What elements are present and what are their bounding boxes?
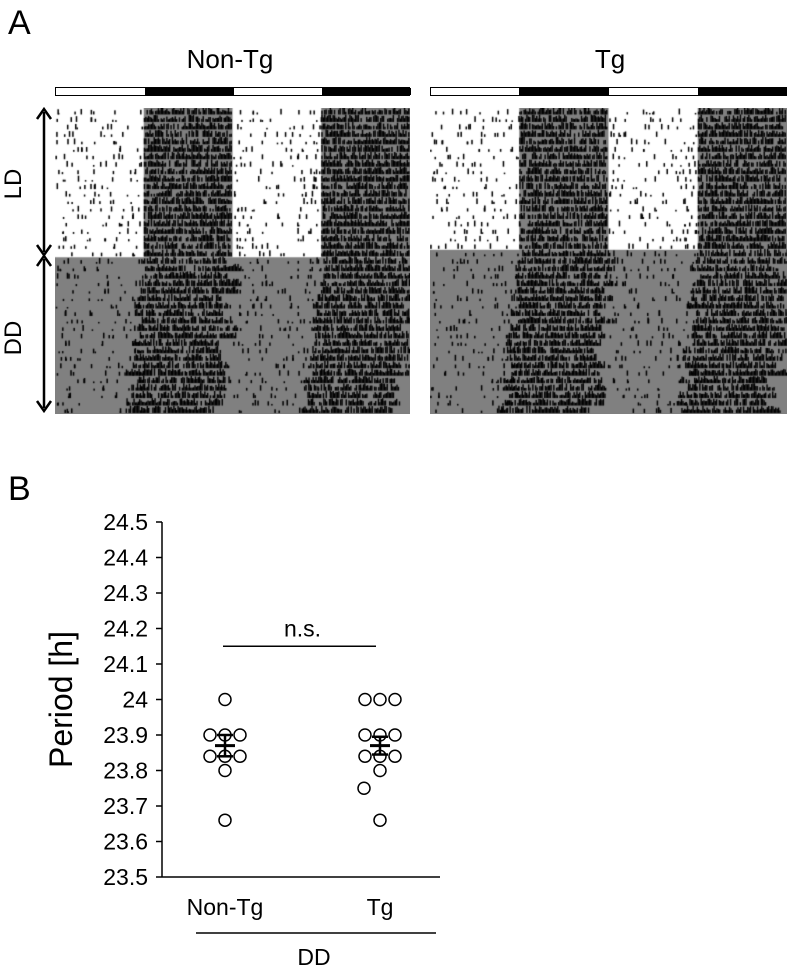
y-tick-label: 24.1 <box>103 651 148 677</box>
y-tick-label: 24.3 <box>103 580 148 606</box>
y-tick-label: 23.5 <box>103 864 148 890</box>
data-point-tg <box>358 728 372 742</box>
tg-dark-phase-2 <box>698 88 787 95</box>
ld-arrow-head-top <box>35 106 53 120</box>
data-point-tg <box>358 692 372 707</box>
tg-actogram-canvas <box>430 108 787 414</box>
y-tick-label: 24.4 <box>103 545 148 571</box>
tg-actogram <box>430 108 787 414</box>
non-tg-light-dark-bar <box>55 87 411 96</box>
significance-label: n.s. <box>284 615 321 641</box>
x-category-label: Tg <box>367 894 394 920</box>
ld-label: LD <box>0 168 27 200</box>
panel-a-letter: A <box>8 4 31 42</box>
tg-title: Tg <box>594 44 626 74</box>
data-point-non-tg <box>218 692 232 707</box>
data-point-tg <box>373 692 387 707</box>
dd-label: DD <box>0 320 27 356</box>
y-axis-label: Period [h] <box>43 631 79 768</box>
data-point-non-tg <box>233 749 247 764</box>
y-tick-label: 23.8 <box>103 758 148 784</box>
y-tick-label: 23.6 <box>103 829 148 855</box>
tg-dark-phase-1 <box>519 88 609 95</box>
y-tick-label: 24.2 <box>103 616 148 642</box>
data-point-non-tg <box>203 749 217 764</box>
data-point-non-tg <box>218 763 232 778</box>
dd-arrow-head-bottom <box>35 400 53 414</box>
data-point-tg <box>357 781 371 795</box>
dd-arrow-head-top <box>35 253 53 267</box>
data-point-non-tg <box>218 813 232 827</box>
non-tg-actogram <box>55 108 410 414</box>
x-category-label: Non-Tg <box>187 894 264 920</box>
period-chart: 24.5 24.4 24.3 24.2 24.1 24 23.9 23.8 23.7 23.6 23… <box>43 509 440 967</box>
dd-group-label: DD <box>297 944 330 967</box>
data-point-non-tg <box>233 728 247 742</box>
non-tg-actogram-canvas <box>55 108 410 414</box>
tg-light-dark-bar <box>430 87 787 96</box>
data-point-tg <box>388 749 402 764</box>
data-point-non-tg <box>203 728 217 742</box>
data-point-tg <box>373 813 387 827</box>
y-tick-label: 24.5 <box>103 509 148 535</box>
y-tick-label: 23.9 <box>103 722 148 748</box>
y-tick-label: 23.7 <box>103 793 148 819</box>
data-point-tg <box>373 763 387 778</box>
data-point-tg <box>358 749 372 764</box>
non-tg-title: Non-Tg <box>186 44 274 74</box>
data-point-tg <box>388 728 402 742</box>
non-tg-dark-phase-1 <box>145 88 234 95</box>
condition-arrows <box>35 106 53 414</box>
panel-b-letter: B <box>8 470 31 508</box>
data-point-tg <box>388 692 402 707</box>
y-tick-label: 24 <box>122 687 148 713</box>
non-tg-dark-phase-2 <box>322 88 411 95</box>
